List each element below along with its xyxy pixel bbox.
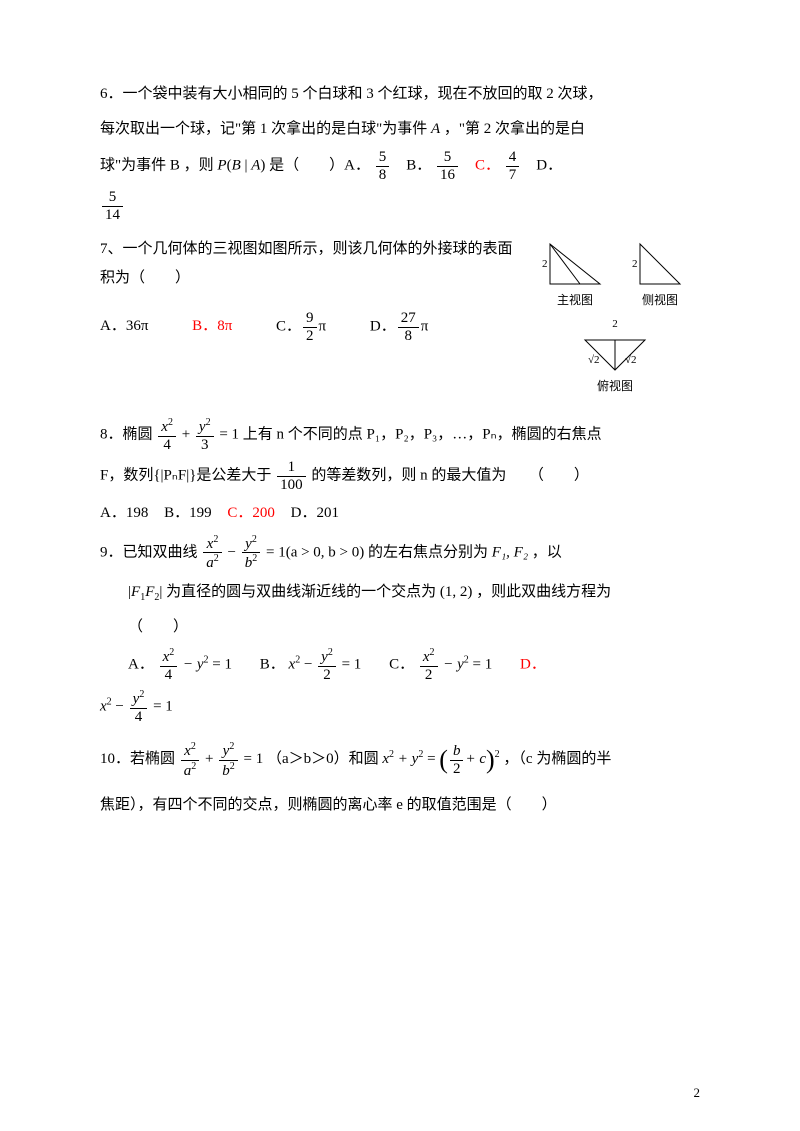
q8-options: A．198 B．199 C．200 D．201 <box>100 499 700 528</box>
q6-line2: 每次取出一个球，记"第 1 次拿出的是白球"为事件 A ，"第 2 次拿出的是白 <box>100 115 700 144</box>
svg-text:√2: √2 <box>625 354 637 366</box>
q8-answer: C．200 <box>227 499 275 528</box>
q10-line1: 10．若椭圆 x2a2 + y2b2 = 1 （a＞b＞0）和圆 x2 + y2… <box>100 735 700 784</box>
q9-options-row2: x2 − y24 = 1 <box>100 689 700 725</box>
svg-text:2: 2 <box>632 258 638 270</box>
front-view-icon: 2 <box>540 239 610 289</box>
side-view-icon: 2 <box>630 239 690 289</box>
q7-figure: 2 主视图 2 侧视图 2 √2 √2 <box>530 239 700 397</box>
q7-answer: B．8π <box>192 312 232 341</box>
svg-text:2: 2 <box>542 258 548 270</box>
q9-line1: 9．已知双曲线 x2a2 − y2b2 = 1(a > 0, b > 0) 的左… <box>100 534 700 572</box>
q10-line2: 焦距），有四个不同的交点，则椭圆的离心率 e 的取值范围是（ ） <box>100 791 700 820</box>
q9-answer: D． <box>520 657 546 673</box>
q9-line2: |F1F2| 为直径的圆与双曲线渐近线的一个交点为 (1, 2) ，则此双曲线方… <box>100 578 700 607</box>
q7-options: A．36π B．8π C．92π D．278π <box>100 310 524 344</box>
q8-line1: 8．椭圆 x24 + y23 = 1 上有 n 个不同的点 P₁，P₂，P₃，…… <box>100 417 700 453</box>
page-number: 2 <box>694 1085 701 1101</box>
q6-answer: C． <box>475 157 500 173</box>
top-view-icon: √2 √2 <box>570 335 660 375</box>
q8-line2: F，数列{|PₙF|}是公差大于 1100 的等差数列，则 n 的最大值为 （ … <box>100 459 700 493</box>
q9-options-row1: A． x24 − y2 = 1 B． x2 − y22 = 1 C． x22 −… <box>100 647 700 683</box>
q6-line3: 球"为事件 B ，则 P(B | A) 是（ ）A． 58 B． 516 C． … <box>100 149 700 183</box>
q7: 7、一个几何体的三视图如图所示，则该几何体的外接球的表面积为（ ） A．36π … <box>100 235 700 397</box>
q6-line1: 6．一个袋中装有大小相同的 5 个白球和 3 个红球，现在不放回的取 2 次球， <box>100 80 700 109</box>
q6-optA-frac: 58 <box>376 149 390 183</box>
q7-stem: 7、一个几何体的三视图如图所示，则该几何体的外接球的表面积为（ ） <box>100 235 524 292</box>
svg-text:√2: √2 <box>588 354 600 366</box>
